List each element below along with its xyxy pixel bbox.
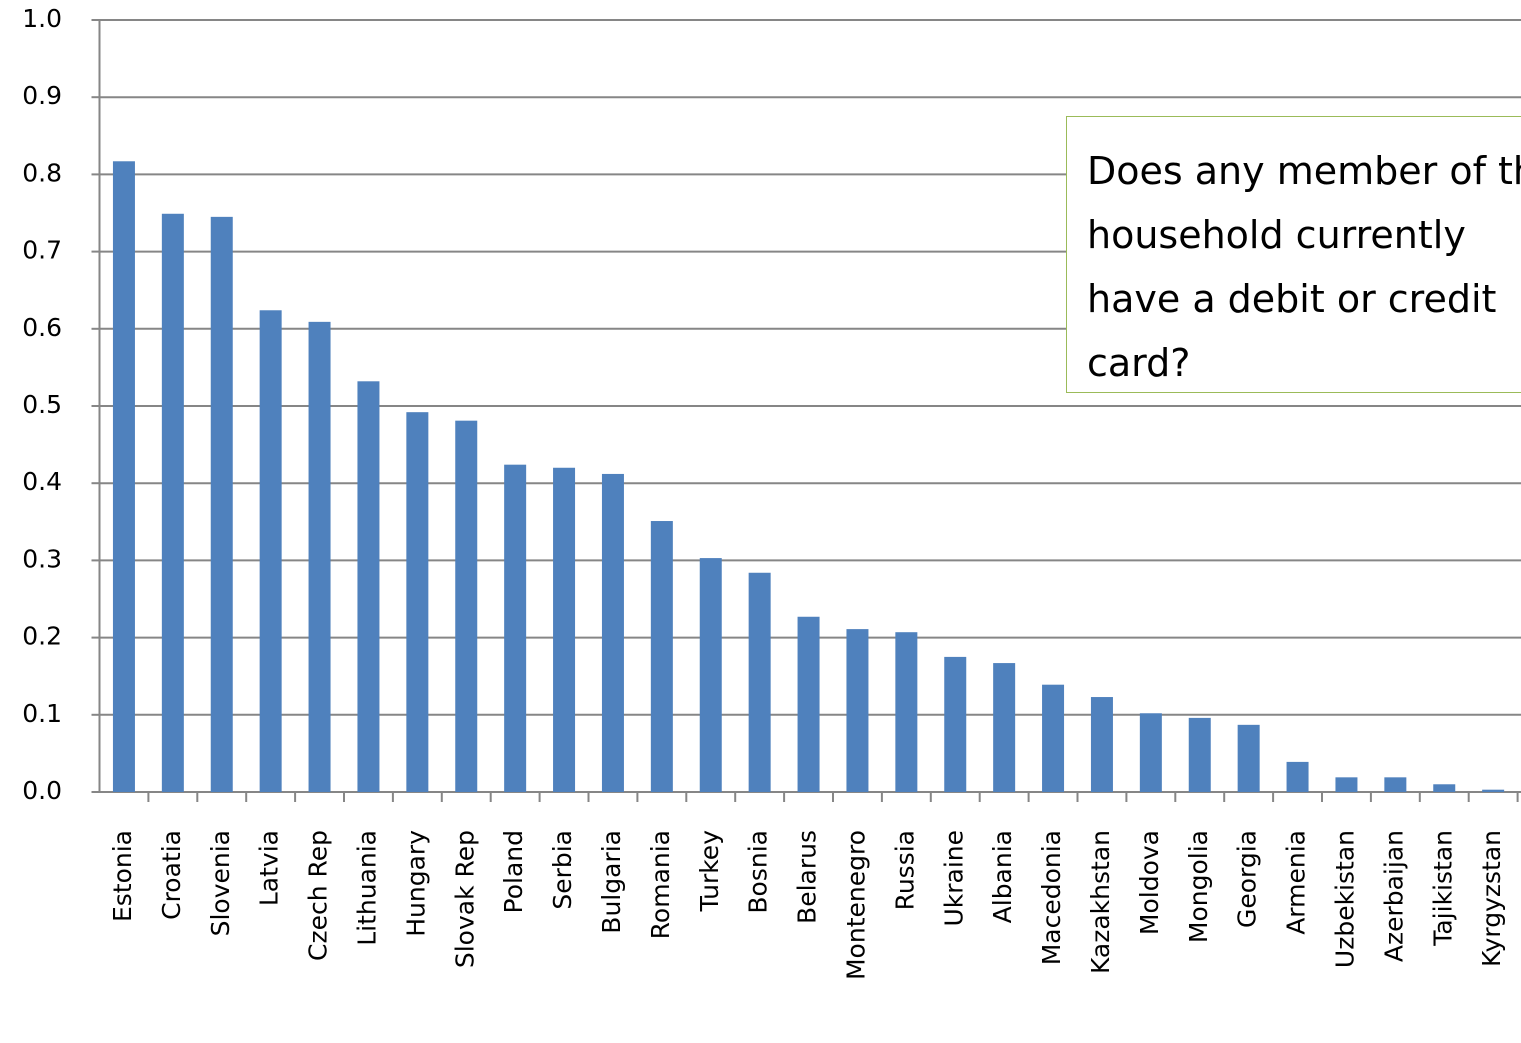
bar <box>846 629 869 792</box>
x-tick-label: Bulgaria <box>597 830 626 934</box>
x-tick-label: Azerbaijan <box>1379 830 1408 962</box>
x-tick-label: Hungary <box>401 830 430 937</box>
bar <box>1139 713 1162 792</box>
x-tick-label: Uzbekistan <box>1330 830 1359 968</box>
x-tick-label: Moldova <box>1135 830 1164 935</box>
x-tick-label: Turkey <box>695 830 724 913</box>
x-tick-label: Kyrgyzstan <box>1477 830 1506 967</box>
x-tick-label: Armenia <box>1282 830 1311 935</box>
bar <box>308 321 331 792</box>
bar <box>504 464 527 792</box>
x-tick-label: Croatia <box>157 830 186 920</box>
bar <box>455 420 478 792</box>
bar <box>357 381 380 792</box>
x-tick-label: Slovak Rep <box>450 830 479 968</box>
bar <box>993 663 1016 792</box>
y-tick-label: 0.4 <box>22 467 62 496</box>
y-tick-label: 0.5 <box>22 390 62 419</box>
bar <box>259 310 282 792</box>
y-tick-label: 0.3 <box>22 544 62 573</box>
x-tick-label: Georgia <box>1233 830 1262 928</box>
y-tick-label: 0.6 <box>22 313 62 342</box>
x-tick-label: Serbia <box>548 830 577 910</box>
x-tick-label: Russia <box>890 830 919 910</box>
y-tick-label: 0.9 <box>22 81 62 110</box>
x-tick-label: Latvia <box>255 830 284 906</box>
x-tick-label: Ukraine <box>939 830 968 927</box>
x-tick-label: Slovenia <box>206 830 235 936</box>
x-tick-label: Estonia <box>108 830 137 922</box>
bar <box>1237 724 1260 792</box>
bar <box>1090 697 1113 792</box>
bar <box>406 412 429 792</box>
bar <box>1188 717 1211 792</box>
x-tick-label: Kazakhstan <box>1086 830 1115 974</box>
x-tick-label: Belarus <box>793 830 822 924</box>
bar <box>944 656 967 792</box>
bar <box>601 473 624 792</box>
y-tick-label: 0.8 <box>22 158 62 187</box>
bar <box>553 467 576 792</box>
bar <box>1335 777 1358 792</box>
x-tick-label: Poland <box>499 830 528 913</box>
bar <box>1286 761 1309 792</box>
x-tick-label: Czech Rep <box>304 830 333 961</box>
bar <box>1384 777 1407 792</box>
bar <box>797 616 820 792</box>
bar <box>1433 784 1456 792</box>
y-tick-label: 0.2 <box>22 622 62 651</box>
y-tick-label: 0.1 <box>22 699 62 728</box>
x-tick-label: Macedonia <box>1037 830 1066 965</box>
bar <box>895 632 918 792</box>
bar <box>699 558 722 792</box>
annotation: Does any member of the household current… <box>1066 116 1521 393</box>
x-tick-label: Montenegro <box>841 830 870 980</box>
x-tick-label: Mongolia <box>1184 830 1213 943</box>
x-tick-label: Bosnia <box>744 830 773 914</box>
y-tick-label: 0.0 <box>22 776 62 805</box>
x-tick-label: Albania <box>988 830 1017 923</box>
y-tick-label: 0.7 <box>22 236 62 265</box>
x-tick-label: Romania <box>646 830 675 939</box>
x-tick-label: Lithuania <box>352 830 381 946</box>
bar <box>1482 789 1505 792</box>
bar <box>748 572 771 792</box>
y-tick-label: 1.0 <box>22 4 62 33</box>
bar <box>112 161 135 792</box>
bar <box>210 216 233 793</box>
bar <box>1042 684 1065 792</box>
bar <box>161 213 184 793</box>
bar <box>650 521 673 792</box>
x-tick-label: Tajikistan <box>1428 830 1457 947</box>
